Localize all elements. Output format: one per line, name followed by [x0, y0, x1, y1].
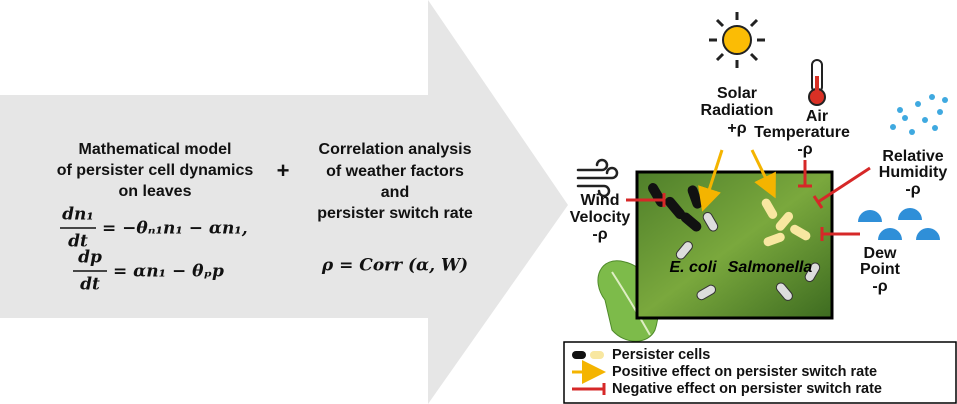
factor-label: Air: [806, 108, 828, 125]
eq-rhs: = αn₁ − θₚp: [113, 262, 224, 282]
droplets-icon: [890, 94, 948, 135]
factor-effect: -ρ: [872, 278, 887, 295]
factor-label: Point: [860, 261, 901, 278]
factor-label: Velocity: [570, 209, 631, 226]
factor-effect: -ρ: [905, 181, 920, 198]
factor-effect: +ρ: [727, 120, 746, 137]
plus-sign: +: [277, 158, 290, 183]
legend-swatch: [590, 351, 604, 359]
diagram: Mathematical model of persister cell dyn…: [0, 0, 957, 404]
legend-label: Persister cells: [612, 347, 710, 363]
factor-effect: -ρ: [797, 141, 812, 158]
legend-label: Negative effect on persister switch rate: [612, 381, 882, 397]
leaf-surface: [637, 172, 832, 318]
eq-numerator: dn₁: [62, 205, 94, 225]
sun-icon: [709, 12, 765, 68]
model-title: Mathematical model: [79, 141, 232, 158]
legend-swatch: [572, 351, 586, 359]
legend-label: Positive effect on persister switch rate: [612, 364, 877, 380]
corr-title: Correlation analysis: [319, 141, 472, 158]
factor-label: Wind: [581, 192, 620, 209]
factor-label: Solar: [717, 85, 757, 102]
body: {"left_panel": {"title_lines": ["Mathema…: [0, 0, 957, 404]
model-title: of persister cell dynamics: [57, 162, 254, 179]
eq-numerator: dp: [78, 248, 102, 268]
bacteria-label: E. coli: [669, 259, 717, 276]
bacteria-label: Salmonella: [728, 259, 813, 276]
page: Persister cell dynamics diagram html, bo…: [0, 0, 957, 404]
corr-title: persister switch rate: [317, 205, 473, 222]
flow-arrow: [0, 0, 568, 404]
factor-label: Relative: [882, 148, 943, 165]
corr-equation: ρ = Corr (α, W): [321, 256, 468, 276]
wind-icon: [578, 160, 617, 196]
corr-title: and: [381, 184, 409, 201]
factor-label: Humidity: [879, 164, 948, 181]
model-title: on leaves: [119, 183, 192, 200]
eq-rhs: = −θₙ₁n₁ − αn₁,: [102, 219, 248, 239]
factor-label: Temperature: [754, 124, 850, 141]
factor-label: Dew: [864, 245, 897, 262]
corr-title: of weather factors: [326, 163, 464, 180]
factor-effect: -ρ: [592, 226, 607, 243]
eq-denominator: dt: [80, 275, 100, 295]
dew-icon: [858, 208, 940, 240]
thermometer-icon: [809, 60, 825, 105]
factor-label: Radiation: [701, 102, 774, 119]
